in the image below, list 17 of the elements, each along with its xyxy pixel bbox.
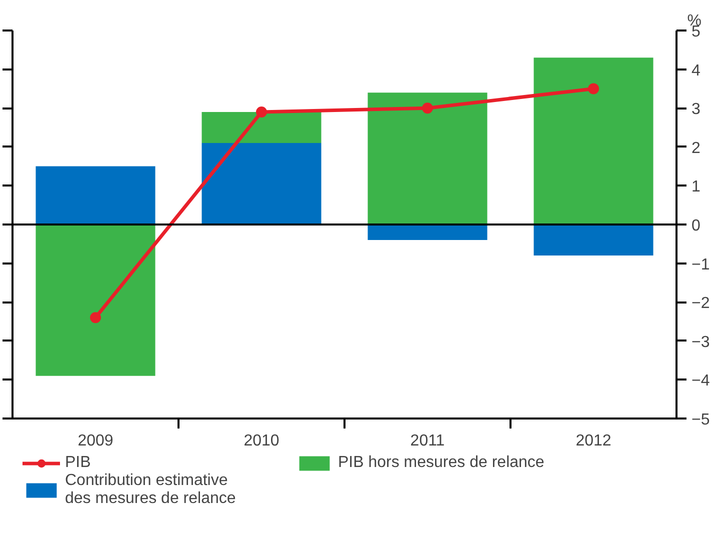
y-tick-label: −4	[692, 372, 710, 390]
x-tick-label: 2010	[244, 432, 280, 450]
legend-label: PIB	[65, 454, 92, 472]
x-tick-label: 2011	[410, 432, 445, 450]
y-tick-label: 3	[692, 101, 700, 118]
legend-label: PIB hors mesures de relance	[338, 454, 546, 472]
y-tick-label: −5	[692, 412, 710, 428]
y-tick-label: −3	[692, 334, 710, 351]
y-tick-label: −1	[692, 256, 710, 274]
legend-label: Contribution estimative des mesures de relance	[65, 472, 237, 508]
x-tick-label: 2012	[576, 432, 612, 450]
y-tick-label: 4	[692, 62, 700, 80]
y-tick-label: 2	[692, 140, 700, 157]
y-tick-label: 0	[692, 218, 700, 234]
y-tick-label: 1	[692, 178, 700, 196]
x-tick-label: 2009	[78, 432, 114, 450]
y-tick-label: −2	[692, 295, 710, 312]
